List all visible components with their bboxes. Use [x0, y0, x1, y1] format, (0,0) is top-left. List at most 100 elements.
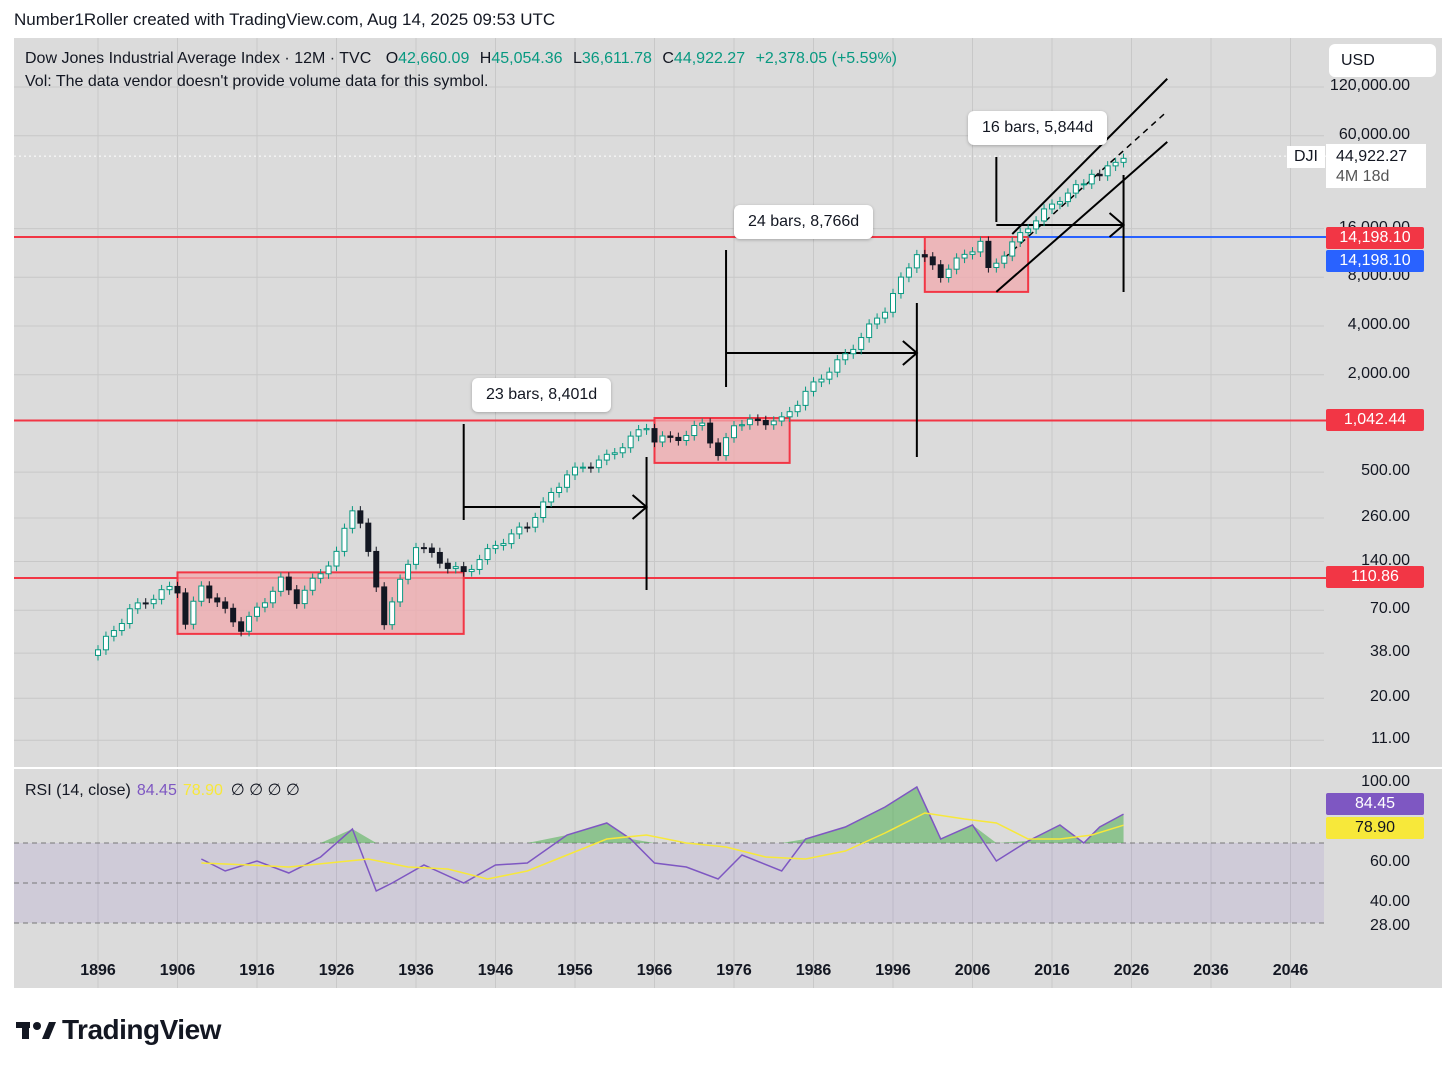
candle-body: [293, 589, 300, 605]
candle-body: [1104, 165, 1111, 177]
legend-change: +2,378.05 (+5.59%): [755, 50, 897, 67]
price-axis-label: 260.00: [1361, 508, 1410, 526]
time-axis-label: 1996: [875, 962, 911, 979]
candle-body: [969, 251, 976, 255]
legend-h-label: H: [479, 50, 492, 67]
candle-body: [595, 459, 602, 469]
candle-body: [198, 585, 205, 602]
candle-body: [1080, 183, 1087, 186]
candle-body: [269, 590, 276, 604]
measurement-label-1[interactable]: 23 bars, 8,401d: [472, 378, 612, 412]
candle-body: [770, 420, 777, 426]
candle-body: [675, 436, 682, 442]
rsi-legend: RSI (14, close) 84.45 78.90 ∅ ∅ ∅ ∅: [25, 780, 300, 800]
legend-c-label: C: [662, 50, 674, 67]
candle-body: [460, 566, 467, 573]
candle-body: [564, 474, 571, 488]
legend-low: 36,611.78: [581, 50, 652, 67]
candle-body: [1017, 232, 1024, 243]
candle-body: [699, 422, 706, 427]
candle-body: [285, 576, 292, 591]
level-badge-1042: 1,042.44: [1326, 409, 1424, 431]
candle-body: [508, 533, 515, 545]
measurement-label-3[interactable]: 16 bars, 5,844d: [968, 111, 1108, 145]
candle-body: [261, 602, 268, 608]
rsi-ma-badge: 78.90: [1326, 817, 1424, 839]
last-price-tag: 44,922.27 4M 18d: [1326, 144, 1426, 188]
candle-body: [397, 578, 404, 603]
candle-body: [882, 311, 889, 319]
candle-body: [794, 404, 801, 413]
candle-body: [897, 276, 904, 295]
candle-body: [357, 510, 364, 524]
candle-body: [254, 606, 260, 617]
candle-body: [961, 253, 968, 259]
candle-body: [206, 585, 213, 599]
price-axis-label: 11.00: [1371, 730, 1410, 748]
candle-body: [826, 371, 833, 380]
legend-open: 42,660.09: [398, 50, 470, 67]
candle-body: [579, 466, 586, 469]
measurement-label-2[interactable]: 24 bars, 8,766d: [734, 205, 874, 239]
candle-body: [1088, 173, 1095, 185]
candle-body: [317, 573, 324, 579]
price-axis-label: 2,000.00: [1347, 364, 1410, 382]
time-axis-label: 1956: [557, 962, 593, 979]
legend-close: 44,922.27: [673, 50, 746, 67]
candle-body: [1056, 201, 1063, 205]
last-price-value: 44,922.27: [1336, 148, 1408, 165]
price-axis-label: 140.00: [1361, 551, 1410, 569]
rsi-value: 84.45: [136, 782, 177, 799]
candle-body: [762, 420, 769, 426]
candle-body: [405, 563, 412, 580]
time-axis-label: 1976: [716, 962, 752, 979]
candle-body: [746, 418, 753, 426]
time-axis-label: 2016: [1034, 962, 1070, 979]
candle-body: [126, 608, 133, 624]
candle-body: [452, 566, 459, 569]
tradingview-logo[interactable]: TradingView: [16, 1014, 221, 1046]
candle-body: [413, 547, 419, 565]
volume-note: Vol: The data vendor doesn't provide vol…: [25, 73, 489, 90]
candle-body: [738, 424, 745, 427]
price-axis-label: 20.00: [1369, 688, 1410, 706]
time-axis-label: 1986: [795, 962, 832, 979]
candle-body: [540, 501, 547, 519]
candle-body: [1049, 203, 1055, 210]
channel-upper-line: [1011, 78, 1168, 235]
candle-body: [166, 585, 173, 591]
time-axis-label: 2006: [954, 962, 991, 979]
candle-body: [325, 565, 332, 575]
rsi-label: RSI (14, close): [25, 782, 131, 799]
candle-body: [985, 240, 992, 268]
candle-body: [659, 435, 666, 443]
candle-body: [905, 267, 912, 278]
chart-canvas[interactable]: [14, 38, 1442, 988]
trend-channel: [995, 78, 1168, 293]
candle-body: [850, 348, 857, 355]
candle-body: [723, 437, 730, 457]
candle-body: [468, 568, 475, 573]
time-axis-label: 2026: [1113, 962, 1150, 979]
candle-body: [858, 337, 865, 350]
legend-high: 45,054.36: [491, 50, 563, 67]
candle-body: [866, 323, 873, 339]
level-badge-14198-blue: 14,198.10: [1326, 250, 1424, 272]
candle-body: [134, 602, 141, 610]
candle-body: [834, 359, 841, 373]
candle-body: [309, 577, 316, 591]
level-badge-110: 110.86: [1326, 566, 1424, 588]
consolidation-box: [653, 416, 791, 464]
candle-body: [913, 254, 920, 269]
bar-countdown: 4M 18d: [1336, 168, 1390, 185]
rsi-pane: [14, 785, 1324, 924]
candle-body: [158, 589, 165, 600]
rsi-overbought-fill: [201, 787, 1124, 843]
candle-body: [277, 576, 284, 592]
candle-body: [945, 268, 952, 278]
candle-body: [365, 522, 372, 552]
currency-button[interactable]: USD: [1329, 44, 1436, 77]
candle-body: [1025, 228, 1032, 234]
candle-body: [953, 257, 960, 270]
candle-body: [842, 353, 849, 361]
